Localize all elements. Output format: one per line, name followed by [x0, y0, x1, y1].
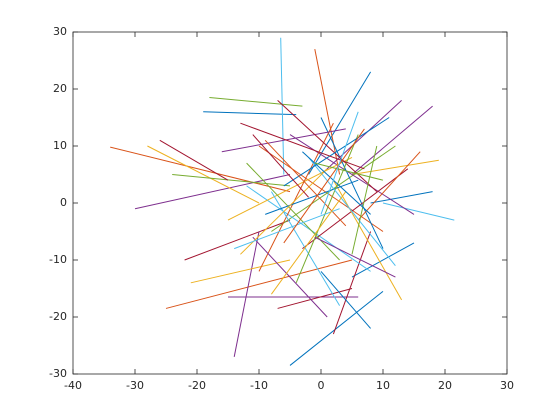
- line-segment: [320, 111, 359, 215]
- line-segment: [314, 162, 384, 181]
- line-segment: [283, 128, 365, 244]
- line-segment: [277, 100, 378, 192]
- line-segment: [270, 191, 341, 306]
- x-tick-label: 0: [318, 379, 325, 392]
- y-tick-label: 10: [53, 139, 67, 152]
- line-segment: [320, 117, 384, 249]
- line-segment: [265, 179, 359, 215]
- x-tick-label: 20: [438, 379, 452, 392]
- line-segment: [332, 231, 372, 335]
- line-segment: [289, 134, 415, 215]
- line-segment: [289, 290, 384, 366]
- line-segment: [147, 145, 260, 204]
- x-tick-label: 30: [500, 379, 514, 392]
- line-segment: [134, 174, 291, 210]
- line-segment: [203, 111, 297, 116]
- line-segment: [308, 71, 372, 175]
- line-segment: [252, 134, 309, 198]
- line-segment: [159, 139, 229, 181]
- y-tick-label: -10: [49, 253, 67, 266]
- line-segment: [240, 168, 328, 255]
- line-segment: [332, 179, 403, 301]
- line-segment: [280, 37, 285, 175]
- line-segment: [233, 231, 260, 357]
- line-segment: [320, 100, 402, 175]
- line-segment: [382, 202, 455, 221]
- line-segment: [190, 259, 291, 284]
- line-segment: [209, 97, 303, 107]
- y-tick-label: -20: [49, 310, 67, 323]
- line-segment: [277, 288, 353, 309]
- line-segment: [240, 122, 365, 170]
- line-segment: [351, 242, 415, 278]
- line-segment: [234, 208, 340, 250]
- line-segment: [283, 117, 390, 187]
- line-segment: [246, 162, 340, 261]
- line-segment: [184, 219, 291, 261]
- line-segment: [357, 151, 421, 221]
- y-tick-label: 20: [53, 82, 67, 95]
- axes-background: [73, 32, 507, 374]
- line-segment: [351, 145, 378, 255]
- lines: [110, 37, 455, 366]
- line-segment: [351, 159, 439, 175]
- line-segment: [295, 134, 359, 283]
- y-tick-label: 30: [53, 25, 67, 38]
- line-segment: [302, 151, 371, 215]
- line-segment: [110, 146, 291, 193]
- line-segment: [314, 236, 396, 278]
- line-segment: [302, 168, 409, 249]
- x-tick-label: -20: [188, 379, 206, 392]
- line-segment: [370, 191, 433, 204]
- line-segment: [308, 157, 396, 267]
- y-tick-label: 0: [60, 196, 67, 209]
- line-segment: [165, 259, 353, 309]
- x-tick-label: -30: [126, 379, 144, 392]
- line-segment: [258, 145, 384, 232]
- line-segment: [258, 122, 334, 272]
- x-tick-label: 10: [376, 379, 390, 392]
- line-segment: [320, 271, 371, 329]
- line-segment: [351, 105, 433, 175]
- line-segment: [227, 156, 353, 221]
- x-tick-label: -10: [250, 379, 268, 392]
- line-segment: [172, 174, 291, 187]
- x-tick-label: -40: [64, 379, 82, 392]
- line-segment: [221, 128, 346, 153]
- line-segment: [252, 236, 328, 318]
- line-segment: [270, 191, 347, 295]
- y-tick-label: -30: [49, 367, 67, 380]
